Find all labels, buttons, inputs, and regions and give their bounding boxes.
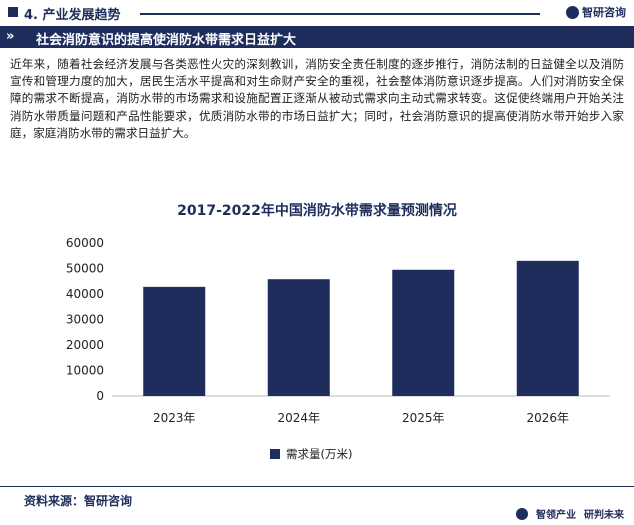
body-paragraph: 近年来，随着社会经济发展与各类恶性火灾的深刻教训，消防安全责任制度的逐步推行，消…: [10, 57, 624, 140]
x-tick-label: 2025年: [402, 411, 445, 425]
bar: [143, 286, 206, 396]
brand-header: 智研咨询: [566, 4, 626, 20]
chart-legend: 需求量(万米): [270, 446, 352, 462]
footer-brand: 智领产业 研判未来: [516, 506, 624, 521]
bar-chart: 0 10000 20000 30000 40000 50000 60000 2023年 2024…: [66, 236, 610, 425]
footer-slogan-1: 智领产业: [536, 510, 576, 521]
bar: [392, 269, 455, 396]
section-title: 4. 产业发展趋势: [24, 8, 121, 23]
x-tick-label: 2026年: [526, 411, 569, 425]
y-tick-label: 60000: [66, 236, 104, 250]
brand-logo-icon: [566, 5, 579, 19]
x-tick-label: 2023年: [153, 411, 196, 425]
x-tick-label: 2024年: [277, 411, 320, 425]
banner-title: 社会消防意识的提高使消防水带需求日益扩大: [36, 33, 297, 48]
top-divider: [140, 13, 540, 15]
y-tick-label: 20000: [66, 338, 104, 352]
footer-slogan-2: 研判未来: [584, 510, 624, 521]
y-tick-label: 30000: [66, 313, 104, 327]
bar: [267, 279, 330, 396]
footer-divider: [0, 486, 634, 487]
brand-name: 智研咨询: [582, 6, 626, 19]
y-tick-label: 40000: [66, 287, 104, 301]
y-tick-label: 0: [96, 389, 104, 403]
y-tick-label: 10000: [66, 364, 104, 378]
source-note: 资料来源：智研咨询: [24, 494, 133, 508]
y-tick-label: 50000: [66, 262, 104, 276]
chart-title: 2017-2022年中国消防水带需求量预测情况: [177, 203, 457, 219]
chevron-icon: »: [6, 29, 15, 44]
footer-logo-icon: [516, 507, 528, 520]
top-bar: 4. 产业发展趋势 智研咨询: [0, 0, 634, 26]
legend-swatch: [270, 449, 280, 459]
bar: [516, 260, 579, 396]
title-banner: » 社会消防意识的提高使消防水带需求日益扩大: [0, 26, 634, 48]
section-marker-icon: [8, 7, 18, 17]
legend-label: 需求量(万米): [286, 447, 353, 461]
